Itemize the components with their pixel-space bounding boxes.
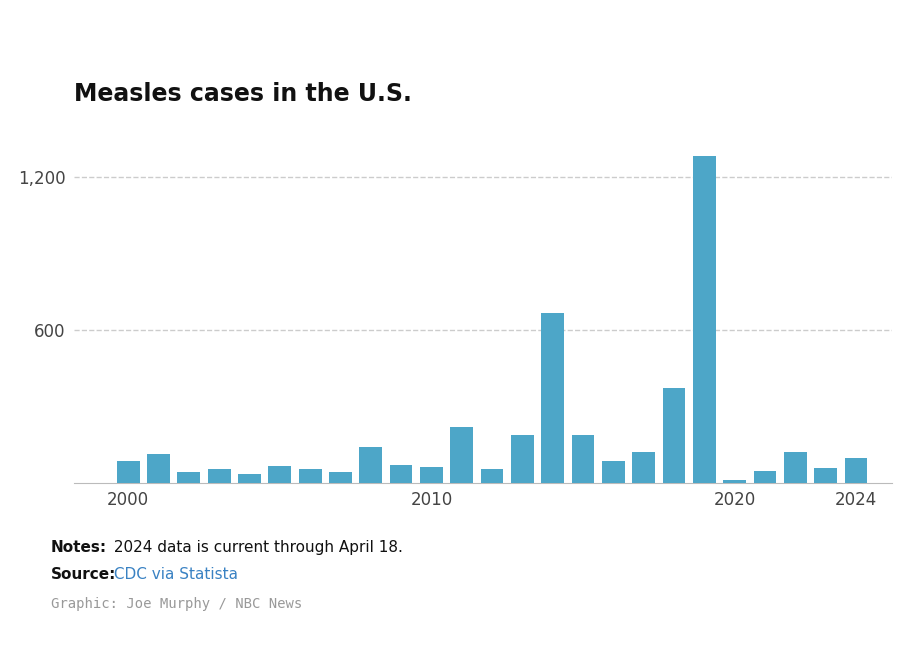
- Bar: [510, 435, 533, 483]
- Bar: [268, 466, 291, 483]
- Text: CDC via Statista: CDC via Statista: [108, 567, 237, 582]
- Bar: [450, 427, 472, 483]
- Bar: [571, 435, 594, 483]
- Bar: [722, 480, 745, 483]
- Text: Graphic: Joe Murphy / NBC News: Graphic: Joe Murphy / NBC News: [51, 597, 301, 611]
- Bar: [662, 389, 685, 483]
- Bar: [692, 156, 715, 483]
- Bar: [601, 461, 624, 483]
- Bar: [359, 448, 381, 483]
- Bar: [420, 467, 442, 483]
- Bar: [844, 458, 867, 483]
- Bar: [208, 469, 231, 483]
- Text: Notes:: Notes:: [51, 540, 107, 555]
- Bar: [783, 452, 806, 483]
- Bar: [813, 468, 836, 483]
- Text: Measles cases in the U.S.: Measles cases in the U.S.: [74, 83, 411, 106]
- Bar: [299, 469, 321, 483]
- Bar: [753, 470, 776, 483]
- Bar: [329, 472, 351, 483]
- Bar: [117, 461, 140, 483]
- Bar: [238, 474, 261, 483]
- Text: Source:: Source:: [51, 567, 116, 582]
- Bar: [390, 465, 412, 483]
- Text: 2024 data is current through April 18.: 2024 data is current through April 18.: [108, 540, 402, 555]
- Bar: [481, 469, 503, 483]
- Bar: [631, 452, 654, 483]
- Bar: [177, 472, 200, 483]
- Bar: [147, 454, 170, 483]
- Bar: [540, 313, 563, 483]
